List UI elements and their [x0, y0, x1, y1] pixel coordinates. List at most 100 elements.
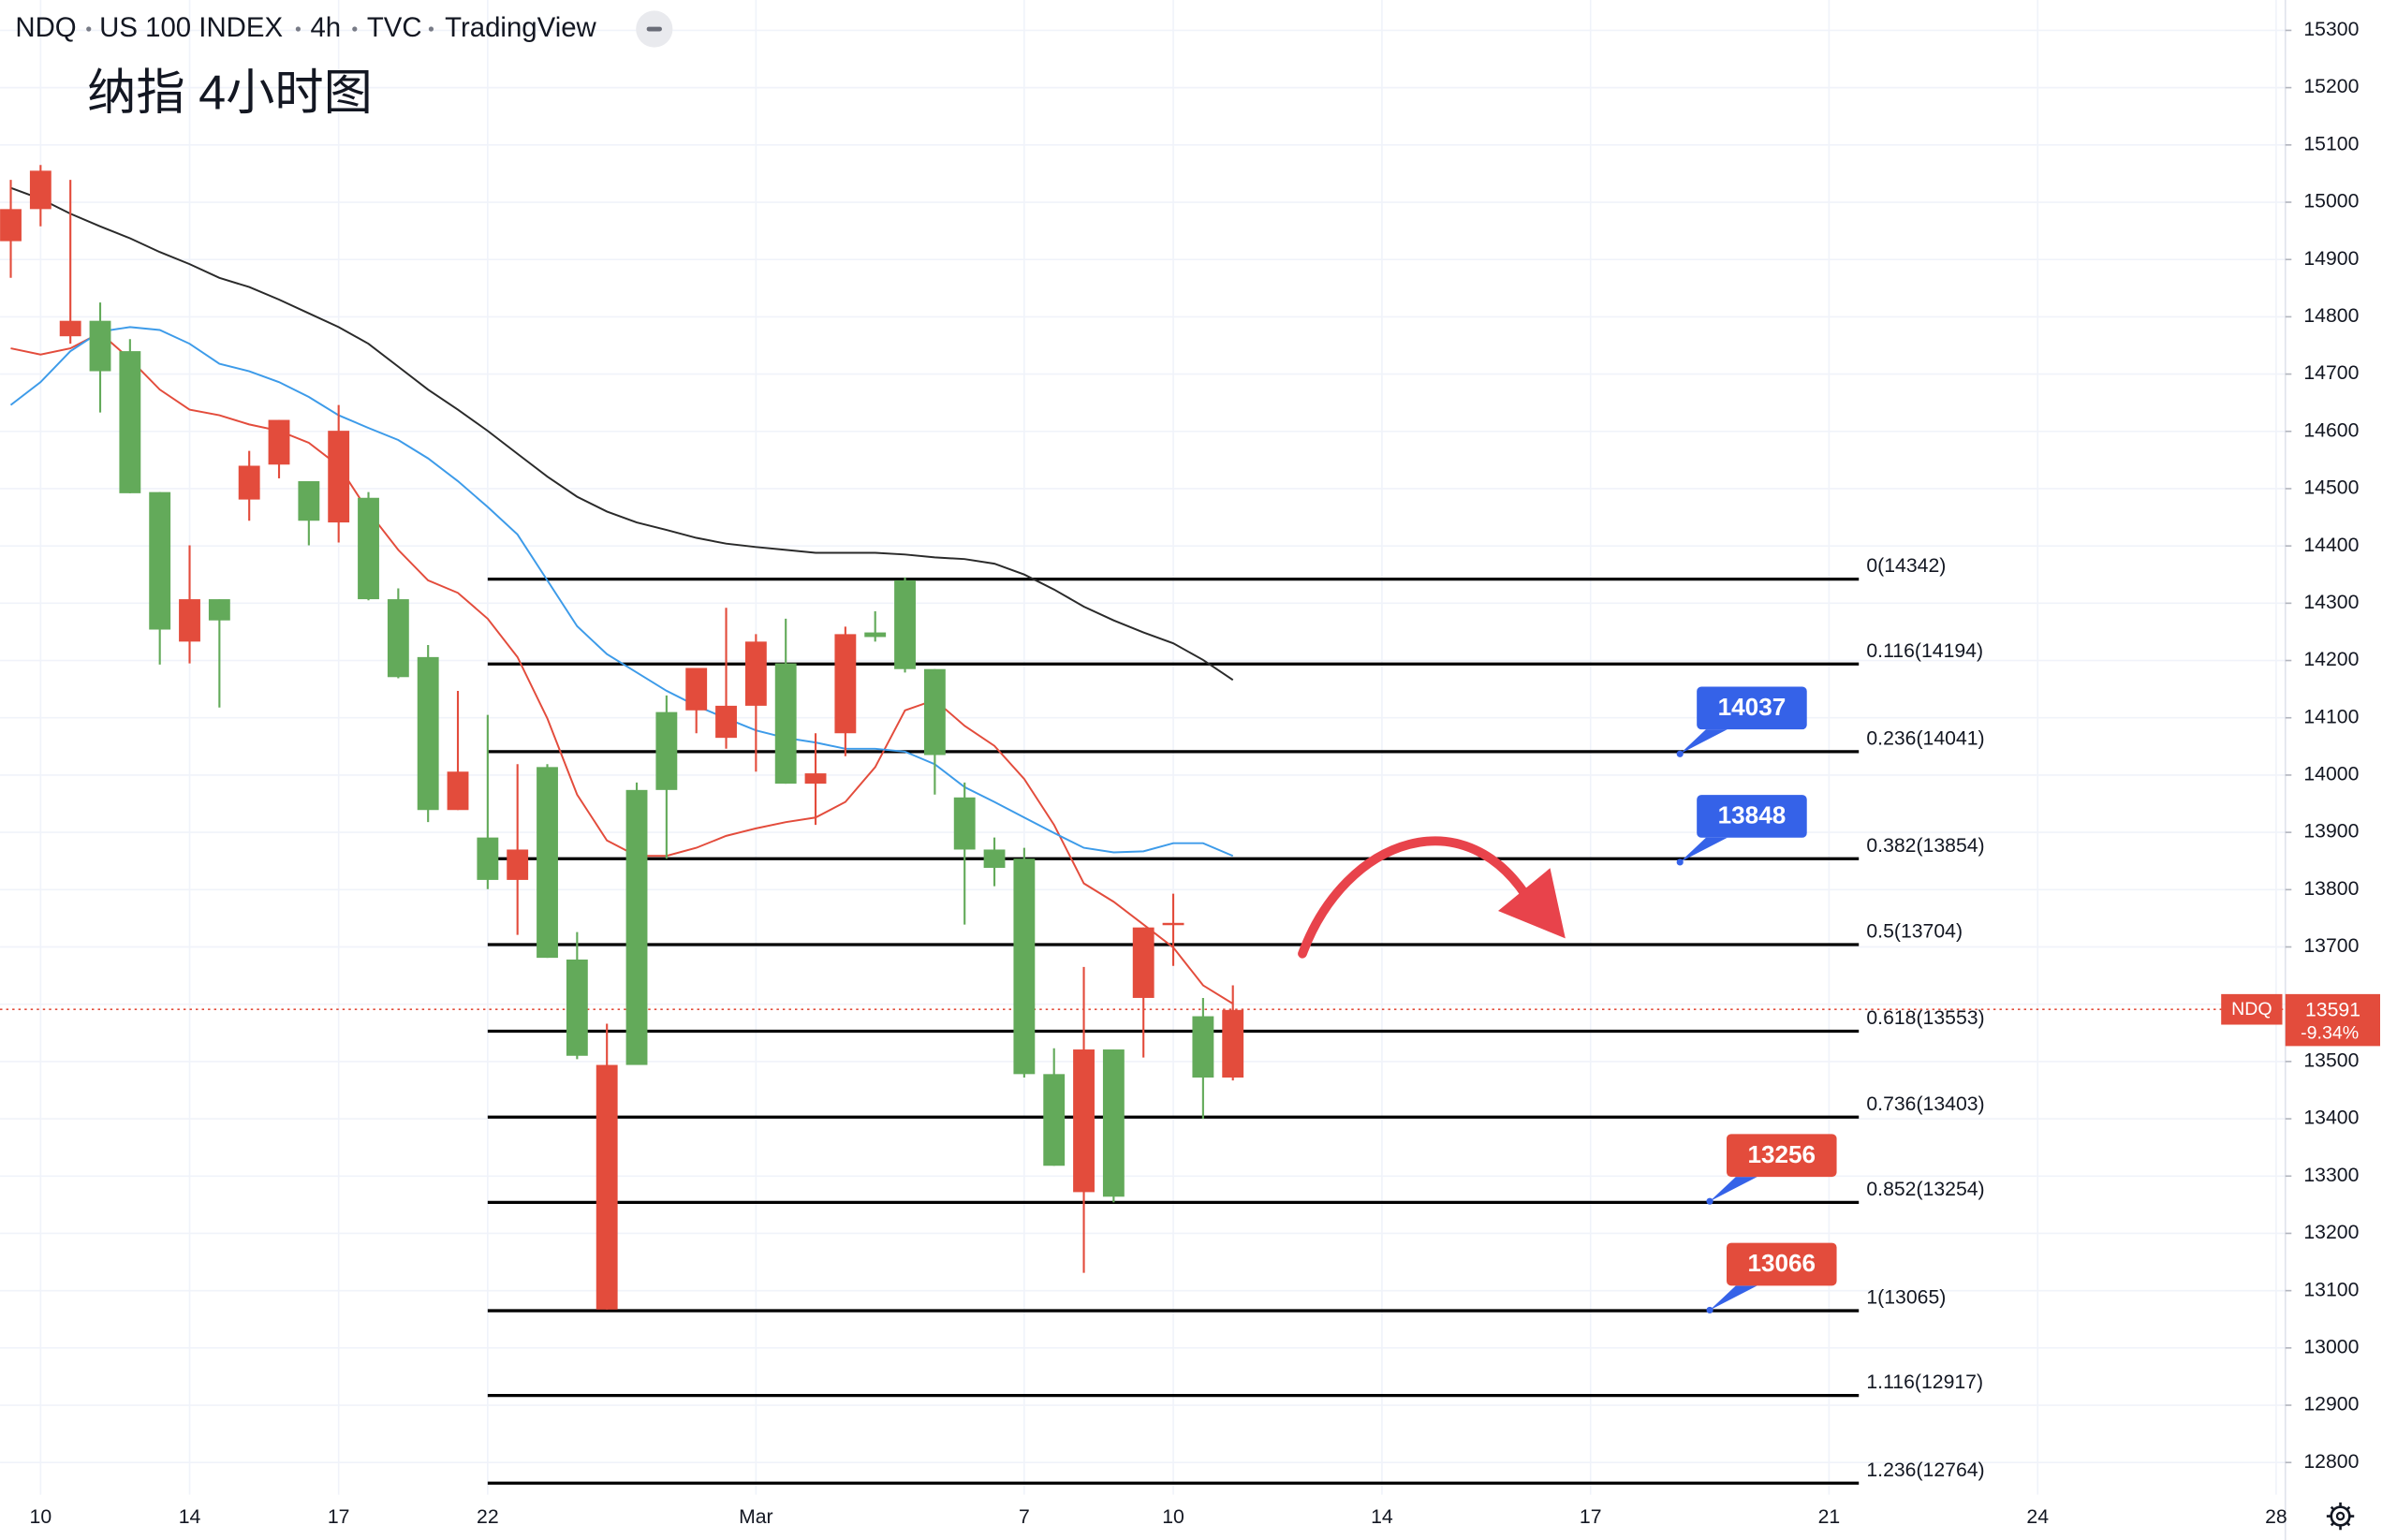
symbol: NDQ — [15, 12, 76, 43]
candle-body — [685, 667, 708, 711]
callout-box — [1697, 795, 1807, 838]
y-tick-label: 14100 — [2303, 706, 2359, 727]
y-tick-label: 15000 — [2303, 191, 2359, 213]
callout-tail — [1710, 1177, 1757, 1202]
x-tick-label: 28 — [2265, 1506, 2287, 1528]
fib-label: 0.116(14194) — [1866, 640, 1983, 662]
y-tick-label: 14600 — [2303, 419, 2359, 441]
candle-body — [358, 497, 379, 600]
exchange: TVC — [367, 12, 422, 43]
candle-body — [537, 767, 558, 959]
moving-average — [10, 331, 1234, 1005]
callout-anchor — [1676, 858, 1684, 866]
plot-area: 0(14342) 0.116(14194) 0.236(14041) 0.382(13… — [0, 165, 2286, 1485]
candle-body — [774, 663, 797, 785]
candle-body — [1013, 858, 1036, 1075]
callout-tail — [1710, 1285, 1757, 1311]
settings-button[interactable] — [2326, 1502, 2355, 1531]
y-tick-label: 15300 — [2303, 19, 2359, 40]
forecast-arrowhead — [1497, 868, 1566, 939]
candle-body — [953, 797, 976, 850]
callout-label: 13256 — [1747, 1140, 1816, 1168]
candle-body — [328, 431, 350, 523]
candle-body — [1222, 1009, 1244, 1078]
x-tick-label: 24 — [2026, 1506, 2049, 1528]
fib-label: 0.736(13403) — [1866, 1093, 1984, 1115]
candle-body — [1192, 1016, 1214, 1078]
y-tick-label: 13700 — [2303, 935, 2359, 957]
annotation: 纳指 4小时图 — [87, 66, 373, 121]
candle-body — [804, 773, 827, 785]
forecast-arrow — [1298, 836, 1537, 959]
candle-body — [864, 632, 887, 638]
y-tick-label: 14800 — [2303, 305, 2359, 327]
candle-body — [625, 789, 648, 1065]
callout-box — [1727, 1134, 1837, 1178]
y-tick-label: 14000 — [2303, 764, 2359, 785]
y-tick-label: 14500 — [2303, 477, 2359, 499]
y-tick-label: 14700 — [2303, 362, 2359, 384]
x-tick-label: 7 — [1019, 1506, 1030, 1528]
fib-label: 1.116(12917) — [1866, 1371, 1983, 1393]
collapse-button[interactable] — [636, 10, 673, 48]
separator — [86, 26, 92, 32]
callout-label: 13066 — [1747, 1249, 1816, 1277]
y-tick-label: 12900 — [2303, 1394, 2359, 1415]
candle-body — [655, 711, 678, 790]
fib-label: 0.236(14041) — [1866, 727, 1984, 749]
candle-body — [1162, 922, 1184, 926]
candle-body — [834, 634, 857, 734]
last-price-tag — [2285, 993, 2380, 1047]
candle-body — [89, 320, 111, 372]
callout-anchor — [1706, 1306, 1713, 1314]
interval: 4h — [310, 12, 341, 43]
callout-tail — [1680, 729, 1728, 755]
candle-body — [417, 656, 439, 811]
candle-body — [29, 170, 51, 210]
candle-body — [1102, 1049, 1125, 1197]
candle-body — [1043, 1074, 1066, 1166]
x-tick-label: 17 — [1580, 1506, 1602, 1528]
y-tick-label: 13900 — [2303, 821, 2359, 843]
symbol-tag — [2221, 993, 2283, 1025]
candle-body — [566, 959, 588, 1056]
y-tick-label: 15200 — [2303, 76, 2359, 97]
fib-label: 1(13065) — [1866, 1287, 1946, 1309]
fib-label: 0.618(13553) — [1866, 1007, 1984, 1029]
callout-label: 13848 — [1718, 801, 1787, 829]
candle-body — [238, 465, 260, 500]
moving-average — [10, 186, 1234, 682]
candle-body — [744, 641, 767, 706]
callout-box — [1697, 686, 1807, 730]
candle-body — [208, 599, 230, 621]
y-tick-label: 14200 — [2303, 649, 2359, 670]
y-tick-label: 13100 — [2303, 1279, 2359, 1300]
callout-tail — [1680, 837, 1728, 862]
candle-body — [923, 668, 946, 755]
candle-body — [119, 351, 141, 493]
separator — [428, 26, 434, 32]
y-tick-label: 14400 — [2303, 535, 2359, 556]
moving-average — [9, 326, 1234, 858]
x-tick-label: 17 — [328, 1506, 350, 1528]
y-tick-label: 13500 — [2303, 1049, 2359, 1071]
fib-label: 0.382(13854) — [1866, 835, 1984, 857]
candle-body — [983, 849, 1006, 869]
instrument-title: US 100 INDEX — [99, 12, 283, 43]
x-tick-label: Mar — [739, 1506, 773, 1528]
last-price-label: 13591 — [2305, 999, 2360, 1020]
fib-label: 0.5(13704) — [1866, 921, 1963, 943]
y-tick-label: 13000 — [2303, 1336, 2359, 1357]
price-axis: 12800 12900 13000 13100 13200 13300 13400 13500… — [30, 19, 2380, 1528]
fib-label: 0.852(13254) — [1866, 1179, 1984, 1200]
candle-body — [894, 579, 916, 669]
candle-body — [1073, 1049, 1095, 1193]
candle-body — [1132, 927, 1154, 998]
x-tick-label: 10 — [30, 1506, 52, 1528]
source: TradingView — [445, 12, 596, 43]
x-tick-label: 14 — [179, 1506, 201, 1528]
candle-body — [477, 837, 499, 880]
